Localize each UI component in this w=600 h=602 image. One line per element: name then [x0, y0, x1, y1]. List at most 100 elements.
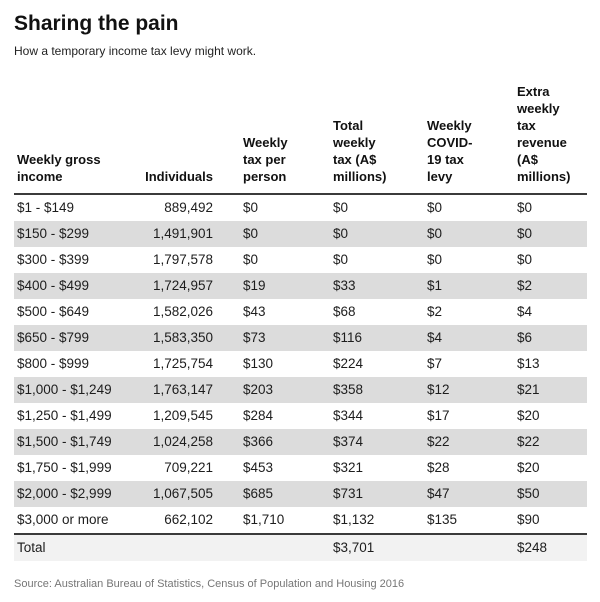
table-row: $150 - $299 1,491,901 $0 $0 $0 $0 — [14, 221, 587, 247]
table-row: $400 - $499 1,724,957 $19 $33 $1 $2 — [14, 273, 587, 299]
table-cell: $374 — [333, 434, 364, 449]
table-cell: $1,500 - $1,749 — [17, 434, 112, 449]
table-cell: 662,102 — [164, 512, 213, 527]
total-extra-revenue-value: $248 — [517, 540, 548, 555]
table-cell: 1,763,147 — [152, 382, 213, 397]
table-cell: $0 — [243, 200, 259, 215]
table-cell: $47 — [427, 486, 450, 501]
table-cell: $20 — [517, 460, 540, 475]
table-cell: $1 - $149 — [17, 200, 75, 215]
table-cell: $1 — [427, 278, 443, 293]
table-cell: $0 — [333, 252, 349, 267]
table-cell: 1,797,578 — [152, 252, 213, 267]
col-header-weekly-gross-income: Weekly gross income — [17, 152, 101, 184]
table-row: $1 - $149 889,492 $0 $0 $0 $0 — [14, 194, 587, 221]
table-cell: $284 — [243, 408, 274, 423]
table-cell: $22 — [517, 434, 540, 449]
table-cell: 1,067,505 — [152, 486, 213, 501]
table-cell: 889,492 — [164, 200, 213, 215]
table-cell: $321 — [333, 460, 364, 475]
table-cell: $344 — [333, 408, 364, 423]
table-cell: $17 — [427, 408, 450, 423]
table-cell: $400 - $499 — [17, 278, 90, 293]
table-cell: $0 — [517, 200, 533, 215]
total-cell — [134, 534, 213, 561]
table-cell: $6 — [517, 330, 533, 345]
table-row: $1,500 - $1,749 1,024,258 $366 $374 $22 $22 — [14, 429, 587, 455]
col-header-individuals: Individuals — [145, 169, 213, 184]
total-label: Total — [17, 540, 46, 555]
table-cell: $2 — [427, 304, 443, 319]
table-cell: 1,725,754 — [152, 356, 213, 371]
header-row: Weekly gross income Individuals Weekly t… — [14, 83, 587, 194]
table-cell: $0 — [517, 226, 533, 241]
table-cell: $50 — [517, 486, 540, 501]
table-cell: $358 — [333, 382, 364, 397]
total-row: Total $3,701 $248 — [14, 534, 587, 561]
table-cell: $116 — [333, 330, 363, 345]
table-cell: 1,491,901 — [152, 226, 213, 241]
table-cell: $2 — [517, 278, 533, 293]
table-cell: $1,250 - $1,499 — [17, 408, 112, 423]
table-cell: $12 — [427, 382, 450, 397]
table-row: $650 - $799 1,583,350 $73 $116 $4 $6 — [14, 325, 587, 351]
table-cell: $43 — [243, 304, 266, 319]
table-cell: $4 — [427, 330, 443, 345]
table-cell: $4 — [517, 304, 533, 319]
table-cell: $3,000 or more — [17, 512, 109, 527]
table-cell: $2,000 - $2,999 — [17, 486, 112, 501]
table-cell: $300 - $399 — [17, 252, 90, 267]
table-cell: $68 — [333, 304, 356, 319]
table-cell: 1,583,350 — [152, 330, 213, 345]
table-cell: $22 — [427, 434, 450, 449]
table-cell: $0 — [333, 226, 349, 241]
table-cell: 1,582,026 — [152, 304, 213, 319]
table-cell: $224 — [333, 356, 364, 371]
table-cell: $0 — [243, 252, 259, 267]
table-cell: $21 — [517, 382, 540, 397]
table-row: $1,750 - $1,999 709,221 $453 $321 $28 $20 — [14, 455, 587, 481]
table-cell: $73 — [243, 330, 266, 345]
table-cell: $500 - $649 — [17, 304, 90, 319]
table-cell: $650 - $799 — [17, 330, 90, 345]
table-cell: $0 — [333, 200, 349, 215]
table-cell: $203 — [243, 382, 274, 397]
table-row: $1,000 - $1,249 1,763,147 $203 $358 $12 $21 — [14, 377, 587, 403]
table-cell: $90 — [517, 512, 540, 527]
page-title: Sharing the pain — [14, 12, 179, 35]
table-cell: $685 — [243, 486, 274, 501]
col-header-total-weekly-tax: Total weekly tax (A$ millions) — [333, 118, 387, 184]
total-cell — [427, 534, 517, 561]
table-row: $1,250 - $1,499 1,209,545 $284 $344 $17 $20 — [14, 403, 587, 429]
table-row: $3,000 or more 662,102 $1,710 $1,132 $135 $90 — [14, 507, 587, 534]
table-cell: $0 — [427, 252, 443, 267]
table-cell: $20 — [517, 408, 540, 423]
table-body: $1 - $149 889,492 $0 $0 $0 $0 $150 - $299 1,491… — [14, 194, 587, 534]
table-cell: 709,221 — [164, 460, 213, 475]
table-cell: $130 — [243, 356, 274, 371]
page-subtitle: How a temporary income tax levy might wo… — [14, 44, 257, 58]
table-cell: 1,724,957 — [152, 278, 213, 293]
col-header-extra-weekly-tax-revenue: Extra weekly tax revenue (A$ millions) — [517, 84, 571, 184]
table-cell: $366 — [243, 434, 274, 449]
table-row: $500 - $649 1,582,026 $43 $68 $2 $4 — [14, 299, 587, 325]
source-note: Source: Australian Bureau of Statistics,… — [14, 578, 405, 590]
total-cell — [213, 534, 333, 561]
total-weekly-tax-value: $3,701 — [333, 540, 375, 555]
table-cell: $135 — [427, 512, 458, 527]
table-cell: $1,750 - $1,999 — [17, 460, 112, 475]
table-row: $800 - $999 1,725,754 $130 $224 $7 $13 — [14, 351, 587, 377]
table-cell: $0 — [427, 226, 443, 241]
table-cell: $7 — [427, 356, 443, 371]
table-cell: $1,132 — [333, 512, 375, 527]
table-cell: 1,209,545 — [152, 408, 213, 423]
table-cell: $0 — [427, 200, 443, 215]
table-cell: $19 — [243, 278, 266, 293]
col-header-weekly-tax-per-person: Weekly tax per person — [243, 135, 288, 184]
table-row: $300 - $399 1,797,578 $0 $0 $0 $0 — [14, 247, 587, 273]
table-cell: $1,710 — [243, 512, 285, 527]
table-cell: $800 - $999 — [17, 356, 90, 371]
col-header-weekly-covid19-tax-levy: Weekly COVID- 19 tax levy — [427, 118, 473, 184]
table-cell: $0 — [517, 252, 533, 267]
